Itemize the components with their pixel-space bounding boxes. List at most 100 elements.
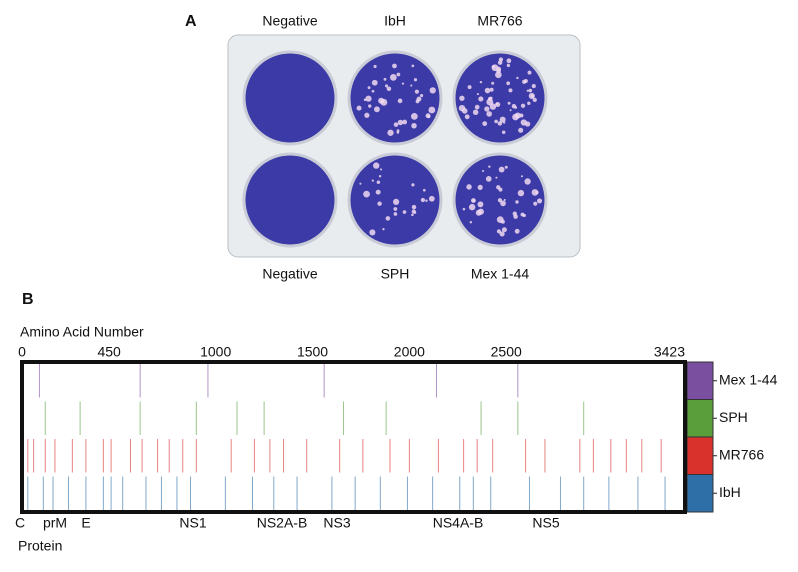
plaque: [427, 114, 431, 119]
x-tick-label: 2000: [394, 344, 425, 360]
legend-label: IbH: [719, 484, 741, 500]
plaque: [378, 97, 385, 104]
plaque: [411, 123, 417, 129]
protein-label: NS5: [532, 515, 559, 531]
plaque: [488, 165, 491, 168]
plaque: [367, 86, 371, 90]
well-label: Mex 1-44: [471, 266, 530, 282]
plaque: [526, 89, 529, 92]
legend-swatch: [686, 361, 714, 400]
plaque: [411, 213, 414, 217]
plaque: [523, 79, 528, 84]
plaque: [495, 71, 502, 79]
protein-label: NS1: [179, 515, 206, 531]
plaque: [393, 212, 398, 216]
protein-label: NS4A-B: [433, 515, 484, 531]
plaque: [499, 116, 506, 123]
x-tick-label: 1500: [297, 344, 328, 360]
plaque: [484, 87, 491, 94]
plaque: [514, 106, 518, 109]
plaque: [420, 197, 426, 203]
well-label: Negative: [262, 266, 317, 282]
plaque: [485, 176, 492, 182]
legend-swatch: [686, 436, 714, 475]
protein-label: NS2A-B: [257, 515, 308, 531]
plaque: [462, 207, 466, 211]
plaque: [371, 79, 378, 86]
plaque: [486, 111, 493, 117]
plaque: [498, 187, 503, 192]
plaque: [401, 82, 405, 85]
plaque: [536, 198, 543, 204]
x-tick-label: 3423: [654, 344, 685, 360]
protein-label: C: [15, 515, 25, 531]
plaque: [377, 201, 382, 206]
plaque: [375, 189, 381, 195]
plaque: [392, 63, 397, 69]
plaque: [503, 198, 506, 202]
x-tick-label: 450: [97, 344, 121, 360]
plaque: [494, 119, 498, 124]
plaque: [378, 175, 382, 178]
plaque: [379, 168, 383, 171]
plaque: [467, 85, 472, 90]
axis-title: Amino Acid Number: [20, 324, 144, 340]
plaque: [506, 63, 511, 68]
plaque: [468, 203, 476, 211]
protein-label: E: [81, 515, 90, 531]
plaque: [486, 98, 494, 106]
plaque: [497, 121, 503, 126]
plaque: [373, 162, 380, 169]
plaque: [478, 96, 484, 102]
plaque: [476, 93, 479, 96]
plaque: [498, 57, 504, 62]
legend-label: Mex 1-44: [719, 371, 778, 387]
plaque: [387, 129, 394, 136]
plaque: [532, 97, 537, 102]
well-label: IbH: [384, 13, 406, 29]
plaque: [475, 209, 482, 216]
plaque: [428, 195, 435, 202]
plaque: [484, 106, 490, 112]
plaque: [520, 175, 523, 178]
protein-title: Protein: [18, 538, 62, 554]
plaque: [429, 87, 436, 94]
plaque: [469, 220, 473, 224]
plaque: [425, 199, 428, 202]
plaque: [531, 94, 534, 98]
frame: [20, 360, 687, 514]
plaque: [369, 229, 376, 236]
plaque: [497, 198, 503, 203]
x-tick-label: 0: [18, 344, 26, 360]
x-tick-label: 2500: [491, 344, 522, 360]
plaque: [518, 127, 524, 133]
plaque: [517, 189, 525, 197]
plaque: [489, 87, 494, 92]
plaque: [414, 89, 419, 94]
plaque: [531, 84, 536, 89]
plaque: [516, 76, 519, 80]
plaque: [528, 88, 533, 93]
protein-label: prM: [43, 515, 67, 531]
plaque: [506, 58, 512, 64]
plaque: [411, 204, 417, 210]
plaque: [479, 80, 483, 84]
plaque: [365, 95, 372, 102]
panel-label: A: [185, 13, 197, 30]
plaque: [477, 201, 484, 208]
plaque: [356, 105, 362, 111]
well: [347, 50, 443, 146]
plaque: [396, 72, 401, 77]
plaque: [392, 198, 400, 205]
plaque: [373, 106, 380, 113]
plaque: [500, 200, 506, 207]
plaque: [397, 119, 404, 126]
plaque: [520, 103, 526, 108]
well-label: MR766: [477, 13, 522, 29]
plaque: [397, 98, 403, 104]
well-label: Negative: [262, 13, 317, 29]
plaque: [393, 207, 398, 211]
plaque: [491, 81, 495, 85]
